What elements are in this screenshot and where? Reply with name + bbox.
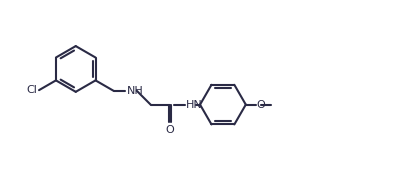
Text: Cl: Cl (26, 85, 37, 95)
Text: NH: NH (126, 86, 143, 96)
Text: O: O (166, 125, 175, 135)
Text: O: O (256, 100, 265, 110)
Text: HN: HN (186, 100, 202, 110)
